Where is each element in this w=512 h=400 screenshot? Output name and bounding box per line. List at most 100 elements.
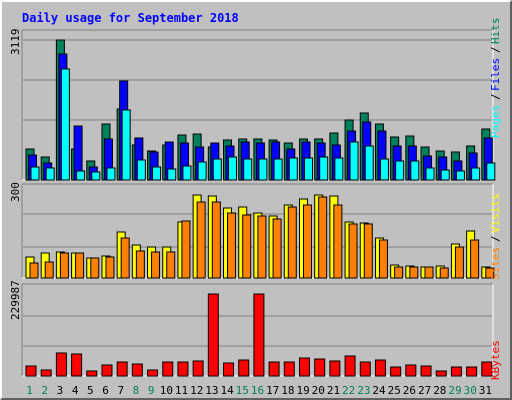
x-tick-label: 19 bbox=[296, 384, 309, 397]
legend-separator: / bbox=[489, 46, 502, 53]
x-tick-label: 18 bbox=[281, 384, 294, 397]
x-tick-label: 22 bbox=[342, 384, 355, 397]
x-tick-label: 11 bbox=[175, 384, 188, 397]
bar-kbytes-31 bbox=[481, 361, 493, 377]
x-tick-label: 1 bbox=[26, 384, 33, 397]
bar-pages-15 bbox=[243, 158, 253, 181]
x-tick-label: 14 bbox=[220, 384, 234, 397]
bar-kbytes-15 bbox=[238, 359, 250, 377]
bar-sites-29 bbox=[454, 246, 464, 279]
bar-kbytes-22 bbox=[344, 355, 356, 377]
bar-pages-27 bbox=[425, 167, 435, 181]
legend-hits-files-pages: Pages/Files/Hits bbox=[489, 18, 502, 139]
bar-pages-20 bbox=[319, 156, 329, 181]
legend-sites: Sites bbox=[489, 247, 502, 280]
bar-pages-10 bbox=[167, 168, 177, 181]
x-tick-label: 7 bbox=[117, 384, 124, 397]
bar-sites-7 bbox=[120, 237, 130, 279]
legend-visits: Visits bbox=[489, 193, 502, 233]
bar-kbytes-28 bbox=[435, 370, 447, 377]
bar-pages-7 bbox=[121, 109, 131, 181]
bar-kbytes-26 bbox=[405, 364, 417, 377]
x-tick-label: 9 bbox=[148, 384, 155, 397]
bar-kbytes-10 bbox=[162, 361, 174, 377]
bar-sites-18 bbox=[287, 206, 297, 279]
bar-pages-22 bbox=[349, 141, 359, 181]
x-tick-label: 2 bbox=[41, 384, 48, 397]
bar-pages-9 bbox=[152, 166, 162, 181]
bar-sites-12 bbox=[196, 201, 206, 279]
bar-sites-22 bbox=[348, 223, 358, 279]
bar-sites-14 bbox=[227, 212, 237, 279]
legend-separator: / bbox=[489, 235, 502, 242]
bar-sites-16 bbox=[257, 215, 267, 279]
bar-pages-23 bbox=[364, 145, 374, 181]
bar-sites-30 bbox=[470, 239, 480, 279]
bar-sites-6 bbox=[105, 256, 115, 279]
x-tick-label: 31 bbox=[479, 384, 492, 397]
bar-sites-5 bbox=[90, 257, 100, 279]
bar-sites-23 bbox=[363, 223, 373, 279]
bar-kbytes-29 bbox=[450, 366, 462, 377]
bar-pages-4 bbox=[76, 170, 86, 181]
bar-sites-1 bbox=[29, 262, 39, 279]
bar-sites-26 bbox=[409, 266, 419, 279]
bar-sites-25 bbox=[394, 266, 404, 279]
bar-kbytes-2 bbox=[40, 369, 52, 377]
bar-kbytes-6 bbox=[101, 364, 113, 377]
x-tick-label: 28 bbox=[433, 384, 446, 397]
bar-sites-11 bbox=[181, 220, 191, 279]
bar-kbytes-19 bbox=[298, 357, 310, 377]
bar-pages-26 bbox=[410, 160, 420, 181]
bar-kbytes-5 bbox=[86, 370, 98, 377]
x-tick-label: 3 bbox=[57, 384, 64, 397]
chart-title: Daily usage for September 2018 bbox=[22, 11, 239, 25]
bar-kbytes-4 bbox=[71, 353, 83, 377]
bar-pages-17 bbox=[273, 158, 283, 181]
bar-pages-6 bbox=[106, 167, 116, 181]
bar-kbytes-30 bbox=[466, 366, 478, 377]
bar-pages-5 bbox=[91, 171, 101, 181]
panel-2: 300 bbox=[9, 182, 495, 279]
bar-pages-19 bbox=[303, 157, 313, 181]
panel-3: 229987 bbox=[9, 280, 494, 377]
x-tick-label: 4 bbox=[72, 384, 79, 397]
x-tick-label: 29 bbox=[448, 384, 461, 397]
bar-pages-24 bbox=[379, 158, 389, 181]
bar-sites-15 bbox=[242, 214, 252, 279]
bar-kbytes-27 bbox=[420, 365, 432, 377]
bar-kbytes-25 bbox=[390, 366, 402, 377]
bar-pages-25 bbox=[395, 160, 405, 181]
bar-pages-21 bbox=[334, 157, 344, 181]
bar-pages-1 bbox=[30, 166, 40, 181]
bar-kbytes-17 bbox=[268, 361, 280, 377]
bar-kbytes-13 bbox=[207, 293, 219, 377]
bar-pages-2 bbox=[45, 167, 55, 181]
bar-kbytes-16 bbox=[253, 293, 265, 377]
bar-kbytes-20 bbox=[314, 358, 326, 377]
bar-sites-24 bbox=[378, 239, 388, 279]
bar-pages-29 bbox=[455, 170, 465, 181]
x-tick-label: 17 bbox=[266, 384, 279, 397]
x-tick-label: 21 bbox=[327, 384, 340, 397]
bar-sites-17 bbox=[272, 218, 282, 279]
bar-sites-27 bbox=[424, 266, 434, 279]
bar-pages-8 bbox=[136, 159, 146, 181]
x-tick-label: 15 bbox=[236, 384, 249, 397]
bar-sites-28 bbox=[439, 267, 449, 279]
x-tick-label: 27 bbox=[418, 384, 431, 397]
legend-kbytes: KBytes bbox=[489, 340, 502, 380]
bar-pages-28 bbox=[440, 169, 450, 181]
x-tick-label: 25 bbox=[388, 384, 401, 397]
x-tick-label: 10 bbox=[160, 384, 173, 397]
bar-kbytes-23 bbox=[359, 361, 371, 377]
bar-kbytes-14 bbox=[223, 362, 235, 377]
bar-pages-3 bbox=[60, 68, 70, 181]
bar-pages-16 bbox=[258, 158, 268, 181]
bar-sites-4 bbox=[75, 252, 85, 279]
x-tick-label: 16 bbox=[251, 384, 264, 397]
x-tick-label: 23 bbox=[357, 384, 370, 397]
bar-sites-9 bbox=[151, 251, 161, 279]
